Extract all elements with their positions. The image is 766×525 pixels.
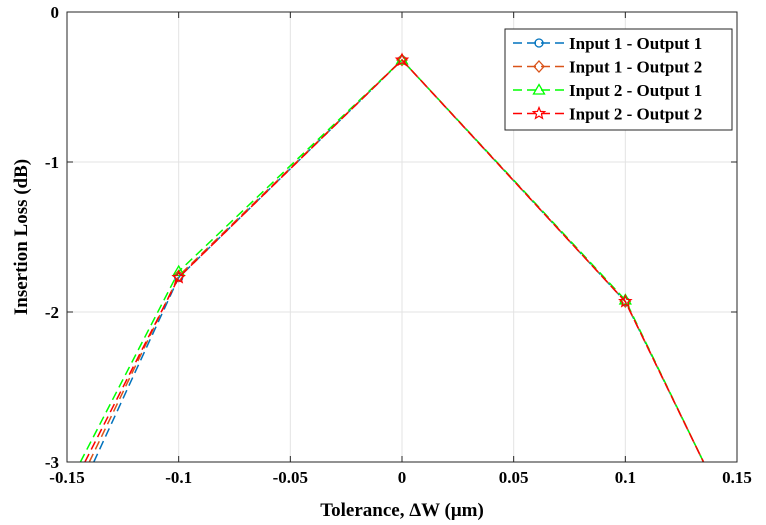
- legend-label: Input 2 - Output 1: [569, 81, 702, 100]
- legend-label: Input 2 - Output 2: [569, 105, 702, 124]
- legend: Input 1 - Output 1 Input 1 - Output 2 Inpu…: [505, 29, 732, 130]
- y-tick-label: -2: [45, 303, 59, 322]
- y-tick-labels: 0 -1 -2 -3: [45, 3, 59, 472]
- x-tick-label: 0.15: [722, 468, 752, 487]
- x-axis-label: Tolerance, ΔW (μm): [320, 500, 484, 521]
- y-tick-label: 0: [51, 3, 60, 22]
- x-tick-label: -0.1: [165, 468, 192, 487]
- legend-label: Input 1 - Output 2: [569, 58, 702, 77]
- y-tick-label: -1: [45, 153, 59, 172]
- legend-label: Input 1 - Output 1: [569, 34, 702, 53]
- y-tick-label: -3: [45, 453, 59, 472]
- x-tick-label: -0.05: [273, 468, 308, 487]
- x-tick-label: 0: [398, 468, 407, 487]
- y-axis-label: Insertion Loss (dB): [11, 159, 32, 315]
- x-tick-label: 0.1: [615, 468, 636, 487]
- x-tick-labels: -0.15 -0.1 -0.05 0 0.05 0.1 0.15: [49, 468, 752, 487]
- x-tick-label: 0.05: [499, 468, 529, 487]
